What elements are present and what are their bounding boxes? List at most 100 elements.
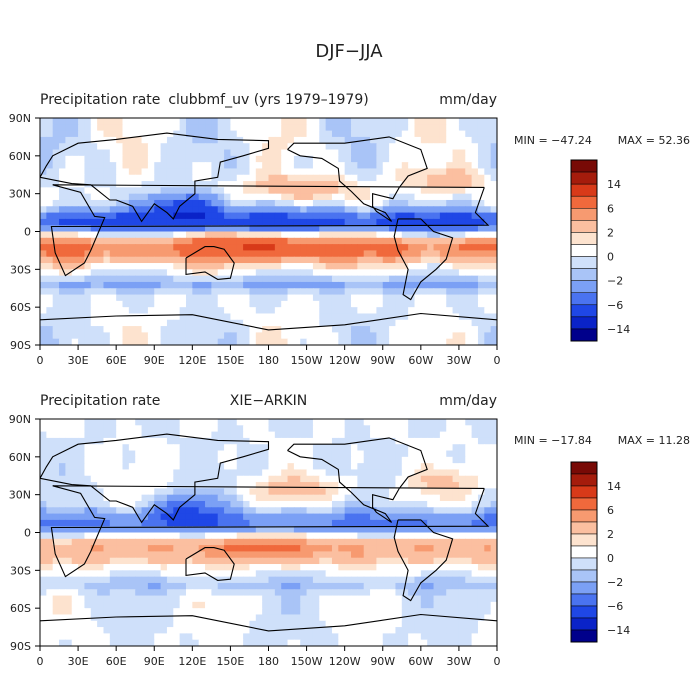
field-cell [217,288,225,296]
field-cell [97,463,105,471]
field-cell [458,288,466,296]
field-cell [255,425,263,433]
field-cell [331,162,339,170]
field-cell [363,118,371,125]
field-cell [71,576,79,584]
field-cell [458,507,466,515]
field-cell [452,181,460,188]
field-cell [198,589,206,597]
field-cell [135,181,143,188]
field-cell [185,130,193,138]
field-cell [401,168,409,176]
field-cell [471,155,479,163]
field-cell [141,181,149,188]
field-cell [274,250,282,258]
field-cell [122,475,130,483]
field-cell [116,237,124,245]
field-cell [205,136,212,144]
field-cell [338,494,346,502]
field-cell [312,601,320,609]
field-cell [205,218,212,226]
field-cell [319,519,327,527]
field-cell [439,130,447,138]
field-cell [351,500,358,508]
field-cell [154,313,162,321]
field-cell [363,281,371,289]
field-cell [471,263,479,270]
field-cell [446,118,454,125]
field-cell [490,212,497,220]
field-cell [46,551,54,559]
field-cell [293,294,301,302]
field-cell [376,437,384,445]
field-cell [243,244,251,252]
field-cell [255,313,263,321]
field-cell [471,307,479,315]
field-cell [205,281,212,289]
field-cell [357,244,365,252]
field-cell [293,124,301,132]
field-cell [363,250,371,258]
field-cell [160,519,168,527]
field-cell [490,307,497,315]
field-cell [439,488,447,496]
field-cell [471,507,479,515]
field-cell [59,338,66,345]
field-cell [40,136,47,144]
field-cell [452,187,460,195]
field-cell [141,263,149,270]
field-cell [465,162,473,170]
field-cell [452,557,460,565]
field-cell [147,494,155,502]
field-cell [122,431,130,439]
field-cell [154,193,162,201]
field-cell [471,444,479,452]
field-cell [395,582,403,590]
field-cell [382,168,390,176]
field-cell [52,206,60,214]
field-cell [458,124,466,132]
field-cell [331,614,339,622]
field-cell [281,225,289,233]
field-cell [90,589,98,597]
field-cell [205,419,212,426]
field-cell [211,244,219,252]
field-cell [78,275,86,283]
field-cell [217,326,225,333]
field-cell [370,437,378,445]
field-cell [325,326,333,333]
field-cell [122,513,130,521]
field-cell [71,601,79,609]
field-cell [116,256,124,264]
field-cell [490,130,497,138]
field-cell [376,206,384,214]
field-cell [395,338,403,345]
field-cell [357,608,365,616]
field-cell [408,256,416,264]
field-cell [401,425,409,433]
field-cell [65,425,73,433]
field-cell [52,263,60,270]
field-cell [166,244,174,252]
field-cell [287,482,295,489]
field-cell [363,288,371,296]
field-cell [52,475,60,483]
field-cell [40,431,47,439]
field-cell [484,507,492,515]
field-cell [97,256,105,264]
field-cell [344,494,352,502]
field-cell [262,332,270,340]
field-cell [439,463,447,471]
field-cell [109,199,117,207]
field-cell [300,469,308,477]
field-cell [344,326,352,333]
field-cell [401,155,409,163]
field-cell [78,526,86,534]
field-cell [331,551,339,559]
field-cell [395,519,403,527]
field-cell [160,488,168,496]
field-cell [59,206,66,214]
field-cell [135,231,143,239]
field-cell [192,557,200,565]
field-cell [65,475,73,483]
